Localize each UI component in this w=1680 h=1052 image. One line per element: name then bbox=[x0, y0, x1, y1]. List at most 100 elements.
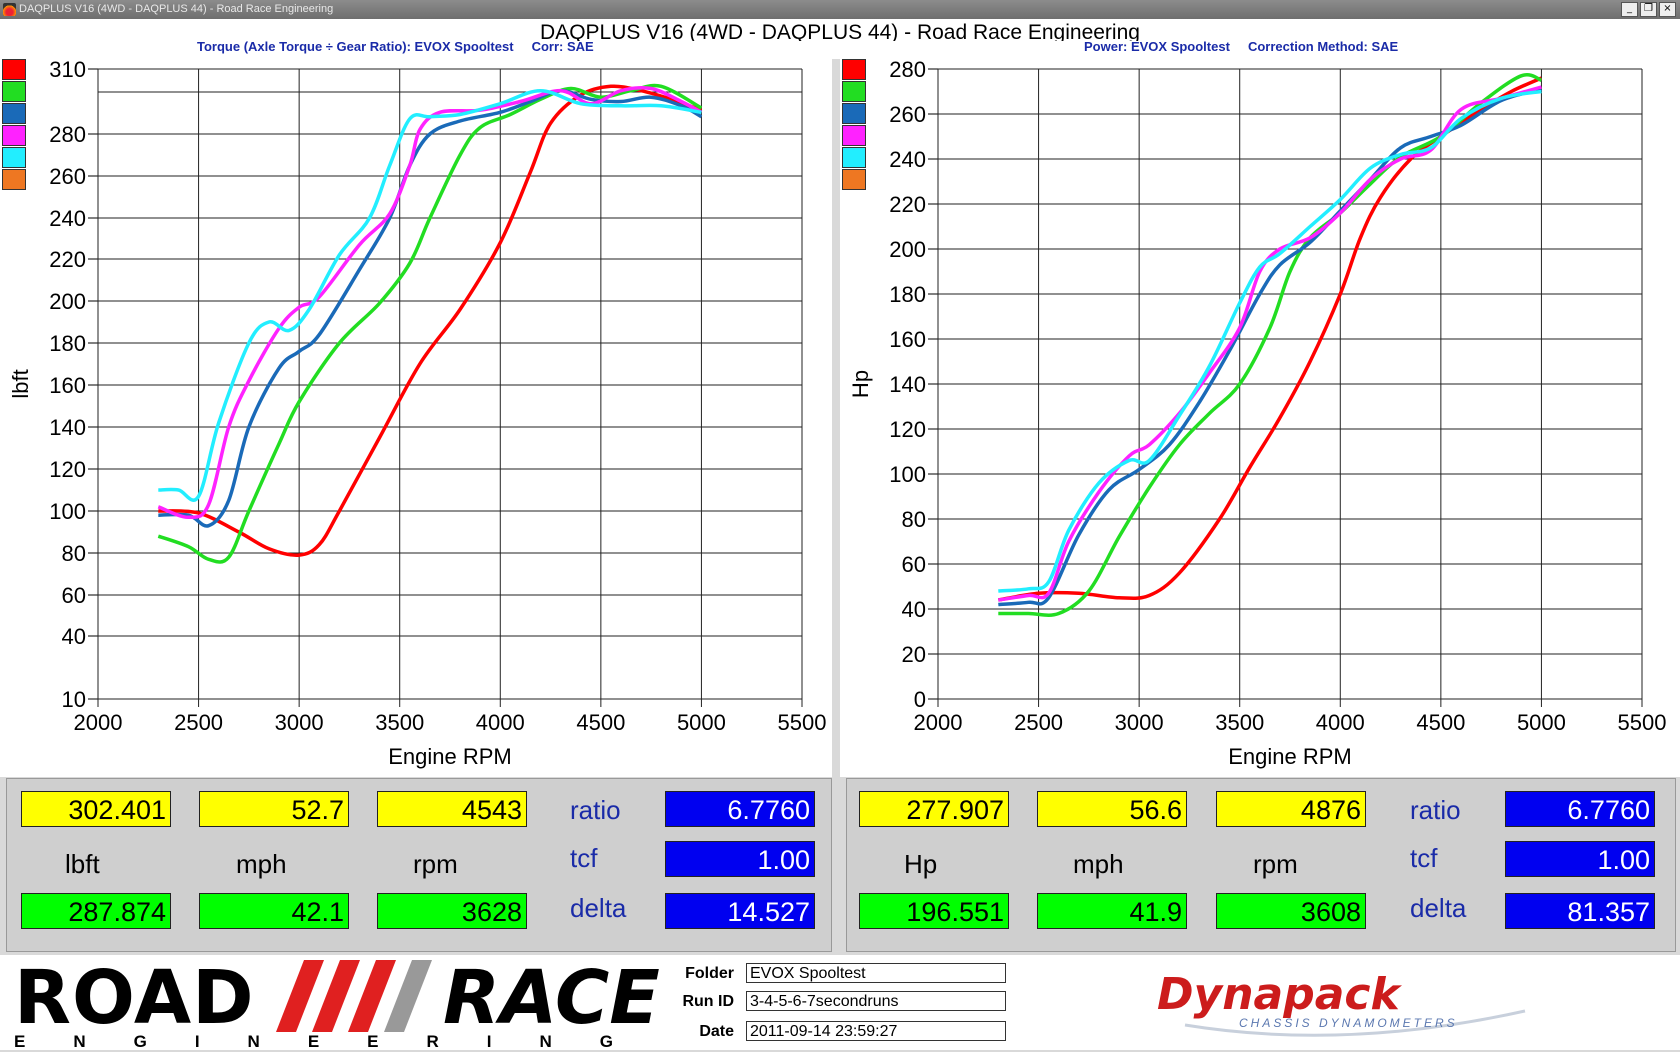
x-tick-label: 4500 bbox=[576, 710, 625, 735]
y-tick-label: 200 bbox=[49, 289, 86, 314]
y-tick-label: 200 bbox=[889, 237, 926, 262]
run-swatch-1[interactable] bbox=[842, 59, 866, 80]
unit-label-lbft: lbft bbox=[65, 849, 100, 879]
y-tick-label: 260 bbox=[889, 102, 926, 127]
x-tick-label: 3500 bbox=[375, 710, 424, 735]
y-tick-label: 140 bbox=[49, 415, 86, 440]
report-footer: ROAD RACE ENGINEERING Folder EVOX Spoolt… bbox=[0, 955, 1680, 1051]
run-swatch-2[interactable] bbox=[2, 81, 26, 102]
series-group bbox=[998, 73, 1543, 617]
grid: 10 40 60 80 100 120 140 160 180 200 220 240 260 280 31… bbox=[49, 59, 826, 735]
power-readout-panel: 277.907 56.6 4876 Hp mph rpm 196.551 41.… bbox=[846, 778, 1676, 952]
series-group bbox=[157, 83, 703, 564]
cursor2-mph-value: 42.1 bbox=[199, 893, 349, 929]
grid: 0 20 40 60 80 100 120 140 160 180 200 220 240 260 280 2… bbox=[889, 59, 1666, 735]
run-swatch-6[interactable] bbox=[2, 169, 26, 190]
y-tick-label: 180 bbox=[49, 331, 86, 356]
cursor2-mph-value: 41.9 bbox=[1037, 893, 1187, 929]
cursor2-torque-value: 287.874 bbox=[21, 893, 171, 929]
y-tick-label: 240 bbox=[49, 206, 86, 231]
cursor2-rpm-value: 3628 bbox=[377, 893, 527, 929]
series-line-4 bbox=[998, 85, 1542, 602]
x-tick-label: 5500 bbox=[1618, 710, 1667, 735]
x-axis-label: Engine RPM bbox=[388, 744, 512, 769]
cursor-rpm-value: 4543 bbox=[377, 791, 527, 827]
ratio-value: 6.7760 bbox=[1505, 791, 1655, 827]
torque-readout-panel: 302.401 52.7 4543 lbft mph rpm 287.874 4… bbox=[6, 778, 832, 952]
y-tick-label: 80 bbox=[62, 541, 86, 566]
series-line-3 bbox=[158, 88, 703, 528]
report-header: DAQPLUS V16 (4WD - DAQPLUS 44) - Road Ra… bbox=[0, 19, 1680, 59]
y-tick-label: 280 bbox=[49, 122, 86, 147]
cursor-torque-value: 302.401 bbox=[21, 791, 171, 827]
road-race-logo-road: ROAD bbox=[14, 955, 255, 1041]
torque-chart-svg: 10 40 60 80 100 120 140 160 180 200 220 240 260 280 31… bbox=[8, 59, 826, 769]
delta-value: 14.527 bbox=[665, 893, 815, 929]
minimize-button[interactable]: _ bbox=[1621, 2, 1638, 17]
y-tick-label: 120 bbox=[49, 457, 86, 482]
y-tick-label: 80 bbox=[902, 507, 926, 532]
date-field: 2011-09-14 23:59:27 bbox=[746, 1021, 1006, 1041]
app-icon bbox=[3, 3, 16, 16]
x-tick-label: 4000 bbox=[476, 710, 525, 735]
dynapack-logo: Dynapack CHASSIS DYNAMOMETERS bbox=[1157, 969, 1526, 1037]
run-swatch-4[interactable] bbox=[842, 125, 866, 146]
series-line-4 bbox=[157, 85, 703, 520]
cursor-mph-value: 56.6 bbox=[1037, 791, 1187, 827]
series-line-5 bbox=[158, 88, 702, 502]
run-swatch-3[interactable] bbox=[2, 103, 26, 124]
delta-label: delta bbox=[570, 893, 627, 923]
y-tick-label: 0 bbox=[914, 687, 926, 712]
dynapack-wordmark: Dynapack bbox=[1157, 969, 1402, 1020]
date-label: Date bbox=[699, 1023, 734, 1040]
unit-label-mph: mph bbox=[236, 849, 287, 879]
torque-chart[interactable]: 10 40 60 80 100 120 140 160 180 200 220 240 260 280 31… bbox=[0, 59, 832, 777]
close-button[interactable]: × bbox=[1659, 2, 1676, 17]
run-swatch-6[interactable] bbox=[842, 169, 866, 190]
window-titlebar: DAQPLUS V16 (4WD - DAQPLUS 44) - Road Ra… bbox=[0, 0, 1680, 19]
unit-label-rpm: rpm bbox=[413, 849, 458, 879]
runid-label: Run ID bbox=[682, 993, 734, 1010]
run-swatch-5[interactable] bbox=[2, 147, 26, 168]
run-swatch-4[interactable] bbox=[2, 125, 26, 146]
window-title: DAQPLUS V16 (4WD - DAQPLUS 44) - Road Ra… bbox=[19, 3, 334, 15]
x-tick-label: 4500 bbox=[1416, 710, 1465, 735]
series-line-3 bbox=[998, 87, 1542, 607]
x-tick-label: 2000 bbox=[914, 710, 963, 735]
y-tick-label: 310 bbox=[49, 59, 86, 82]
dynapack-subtitle: CHASSIS DYNAMOMETERS bbox=[1239, 1016, 1458, 1030]
series-line-1 bbox=[158, 84, 702, 557]
y-tick-label: 260 bbox=[49, 164, 86, 189]
delta-label: delta bbox=[1410, 893, 1467, 923]
y-tick-label: 40 bbox=[902, 597, 926, 622]
cursor-power-value: 277.907 bbox=[859, 791, 1009, 827]
y-tick-label: 160 bbox=[889, 327, 926, 352]
run-swatch-1[interactable] bbox=[2, 59, 26, 80]
page-title: DAQPLUS V16 (4WD - DAQPLUS 44) - Road Ra… bbox=[540, 21, 1140, 41]
y-tick-label: 160 bbox=[49, 373, 86, 398]
folder-label: Folder bbox=[685, 965, 734, 982]
folder-field: EVOX Spooltest bbox=[746, 963, 1006, 983]
x-tick-label: 3500 bbox=[1215, 710, 1264, 735]
y-tick-label: 60 bbox=[62, 583, 86, 608]
ratio-label: ratio bbox=[570, 795, 621, 825]
y-tick-label: 140 bbox=[889, 372, 926, 397]
road-race-logo-engineering: ENGINEERING bbox=[14, 1032, 662, 1051]
y-tick-label: 240 bbox=[889, 147, 926, 172]
run-swatch-2[interactable] bbox=[842, 81, 866, 102]
series-line-2 bbox=[157, 83, 703, 564]
x-tick-label: 5000 bbox=[677, 710, 726, 735]
restore-button[interactable]: ❐ bbox=[1640, 2, 1657, 17]
y-axis-label: Hp bbox=[848, 370, 873, 398]
ratio-label: ratio bbox=[1410, 795, 1461, 825]
run-swatch-5[interactable] bbox=[842, 147, 866, 168]
cursor2-rpm-value: 3608 bbox=[1216, 893, 1366, 929]
runid-field: 3-4-5-6-7secondruns bbox=[746, 991, 1006, 1011]
power-chart[interactable]: 0 20 40 60 80 100 120 140 160 180 200 220 240 260 280 2… bbox=[840, 59, 1680, 777]
run-swatch-3[interactable] bbox=[842, 103, 866, 124]
x-tick-label: 4000 bbox=[1316, 710, 1365, 735]
unit-label-hp: Hp bbox=[904, 849, 938, 879]
y-tick-label: 10 bbox=[62, 687, 86, 712]
x-tick-label: 3000 bbox=[275, 710, 324, 735]
y-tick-label: 60 bbox=[902, 552, 926, 577]
